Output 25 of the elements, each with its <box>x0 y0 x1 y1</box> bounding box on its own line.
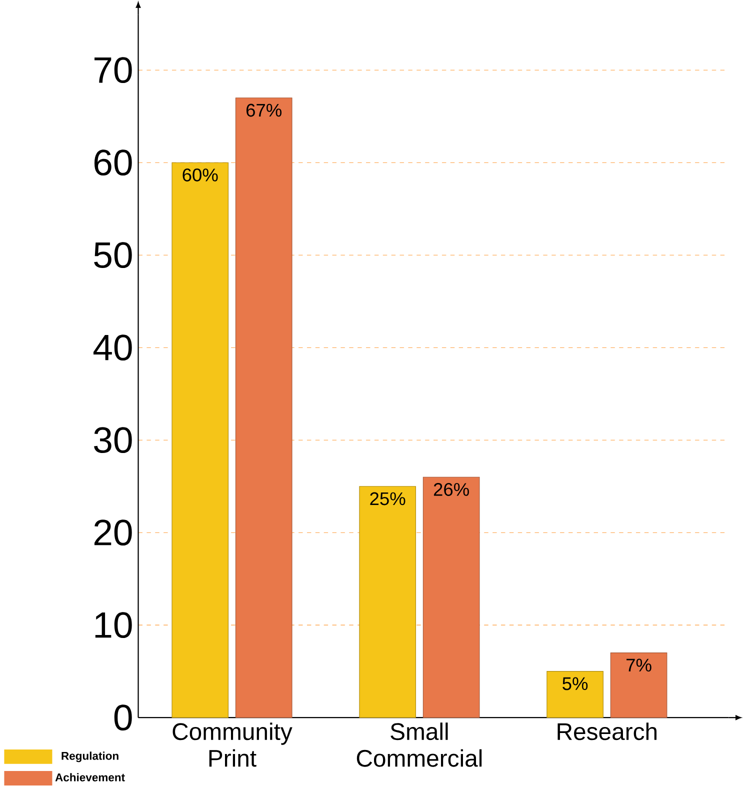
bar <box>235 98 292 718</box>
y-tick-label: 70 <box>94 57 132 84</box>
legend-label: Regulation <box>62 752 118 762</box>
bar <box>610 652 667 718</box>
data-label: 67% <box>246 104 282 117</box>
data-label: 7% <box>626 658 652 672</box>
data-label: 25% <box>370 492 406 506</box>
data-label: 5% <box>562 677 588 690</box>
bar <box>358 486 416 718</box>
y-tick-label: 60 <box>94 150 132 176</box>
y-tick-label: 40 <box>93 334 132 361</box>
bar <box>546 671 604 718</box>
legend-label: Achievement <box>55 773 125 782</box>
data-label: 26% <box>434 482 469 496</box>
x-tick-label: Small Commercial <box>356 722 482 767</box>
bar <box>422 476 480 718</box>
bar <box>172 162 228 718</box>
y-tick-label: 20 <box>94 520 132 546</box>
y-tick-label: 0 <box>114 704 132 731</box>
data-label: 60% <box>182 168 218 182</box>
x-tick-label: Research <box>558 722 656 740</box>
x-tick-label: Community Print <box>172 722 292 767</box>
y-tick-label: 10 <box>95 612 132 638</box>
y-tick-label: 50 <box>94 242 132 268</box>
y-tick-label: 30 <box>94 427 132 454</box>
